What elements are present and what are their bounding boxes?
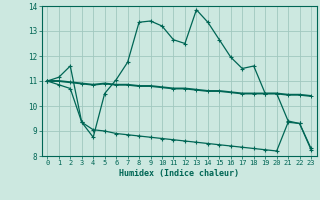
X-axis label: Humidex (Indice chaleur): Humidex (Indice chaleur) (119, 169, 239, 178)
